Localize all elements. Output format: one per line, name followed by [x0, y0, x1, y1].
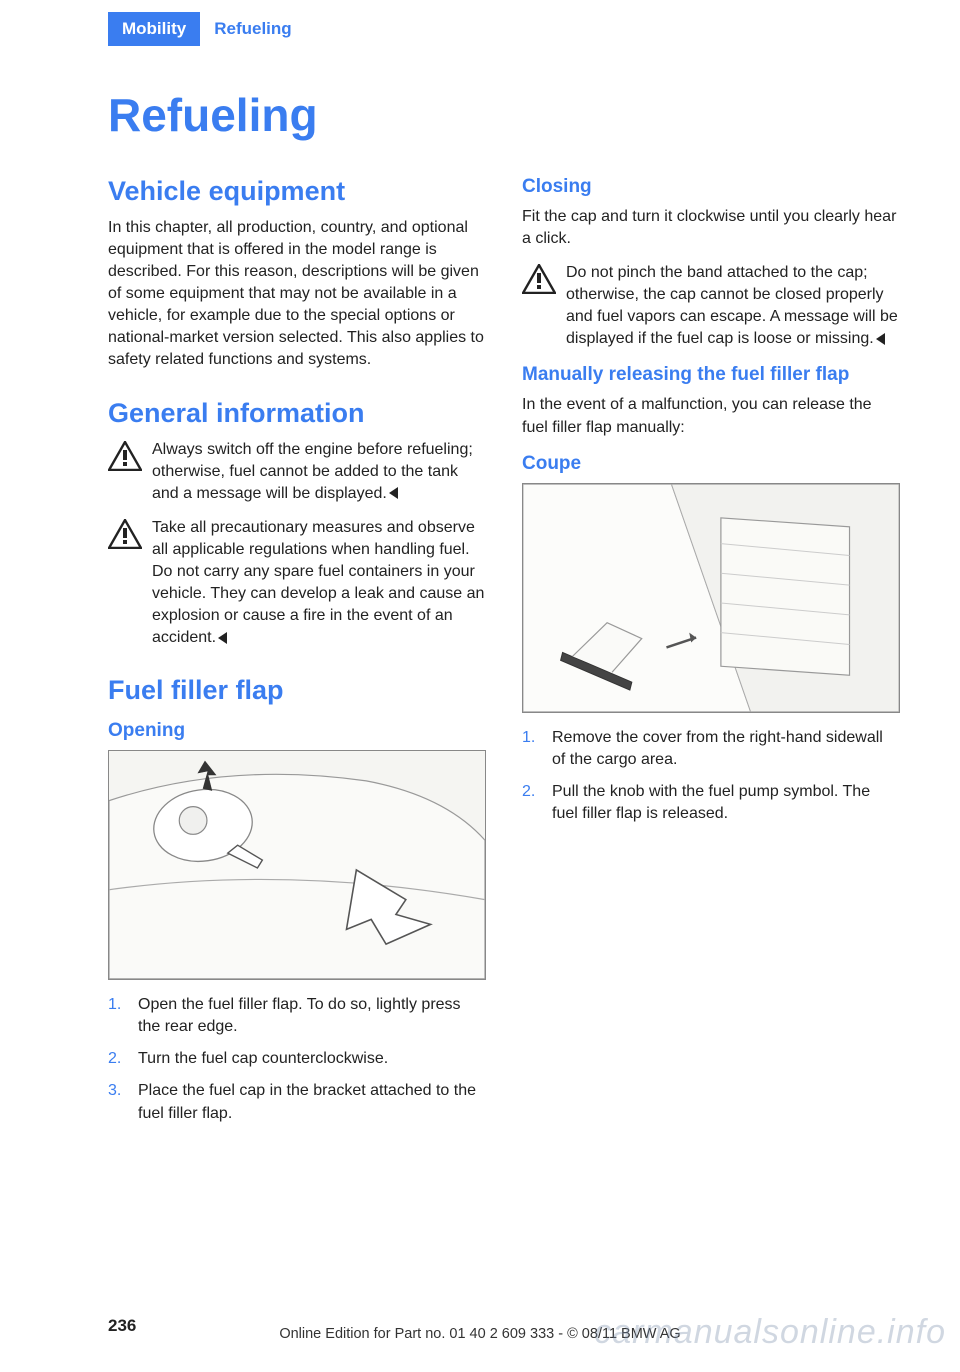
- text-manual-release: In the event of a malfunction, you can r…: [522, 394, 900, 438]
- list-number: 3.: [108, 1080, 128, 1124]
- list-item: 2. Pull the knob with the fuel pump symb…: [522, 781, 900, 825]
- list-item: 3. Place the fuel cap in the bracket att…: [108, 1080, 486, 1124]
- breadcrumb-mobility: Mobility: [108, 12, 200, 46]
- list-item-text: Pull the knob with the fuel pump symbol.…: [552, 781, 900, 825]
- warning-fuel-handling-text: Take all precautionary measures and obse…: [152, 517, 486, 649]
- list-item-text: Open the fuel filler flap. To do so, lig…: [138, 994, 486, 1038]
- watermark: carmanualsonline.info: [594, 1313, 946, 1352]
- list-number: 2.: [522, 781, 542, 825]
- heading-manual-release: Manually releasing the fuel filler flap: [522, 364, 900, 386]
- heading-opening: Opening: [108, 720, 486, 742]
- heading-vehicle-equipment: Vehicle equipment: [108, 176, 486, 207]
- heading-coupe: Coupe: [522, 453, 900, 475]
- header-bar: Mobility Refueling: [0, 12, 960, 46]
- warning-cap-band: Do not pinch the band attached to the ca…: [522, 262, 900, 350]
- warning-cap-band-body: Do not pinch the band attached to the ca…: [566, 264, 898, 347]
- text-vehicle-equipment: In this chapter, all production, country…: [108, 217, 486, 372]
- list-item-text: Turn the fuel cap counterclockwise.: [138, 1048, 486, 1070]
- list-item-text: Remove the cover from the right-hand sid…: [552, 727, 900, 771]
- list-number: 1.: [108, 994, 128, 1038]
- list-item: 2. Turn the fuel cap counterclockwise.: [108, 1048, 486, 1070]
- list-item-text: Place the fuel cap in the bracket attach…: [138, 1080, 486, 1124]
- warning-icon: [522, 264, 556, 350]
- figure-coupe-cargo-panel: [522, 483, 900, 713]
- end-marker-icon: [876, 333, 885, 345]
- right-column: Closing Fit the cap and turn it clockwis…: [522, 172, 900, 1135]
- end-marker-icon: [218, 632, 227, 644]
- heading-fuel-filler-flap: Fuel filler flap: [108, 675, 486, 706]
- two-column-layout: Vehicle equipment In this chapter, all p…: [108, 172, 900, 1135]
- warning-engine-off-body: Always switch off the engine before refu…: [152, 441, 473, 502]
- coupe-steps-list: 1. Remove the cover from the right-hand …: [522, 727, 900, 825]
- page-body: Refueling Vehicle equipment In this chap…: [0, 46, 960, 1135]
- text-closing: Fit the cap and turn it clockwise until …: [522, 206, 900, 250]
- warning-cap-band-text: Do not pinch the band attached to the ca…: [566, 262, 900, 350]
- warning-engine-off-text: Always switch off the engine before refu…: [152, 439, 486, 505]
- list-number: 2.: [108, 1048, 128, 1070]
- figure-opening-fuel-flap: [108, 750, 486, 980]
- warning-fuel-handling-body: Take all precautionary measures and obse…: [152, 519, 484, 646]
- warning-icon: [108, 519, 142, 649]
- list-item: 1. Remove the cover from the right-hand …: [522, 727, 900, 771]
- list-number: 1.: [522, 727, 542, 771]
- header-spacer: [0, 12, 108, 46]
- warning-engine-off: Always switch off the engine before refu…: [108, 439, 486, 505]
- warning-fuel-handling: Take all precautionary measures and obse…: [108, 517, 486, 649]
- list-item: 1. Open the fuel filler flap. To do so, …: [108, 994, 486, 1038]
- warning-icon: [108, 441, 142, 505]
- heading-general-information: General information: [108, 398, 486, 429]
- opening-steps-list: 1. Open the fuel filler flap. To do so, …: [108, 994, 486, 1124]
- left-column: Vehicle equipment In this chapter, all p…: [108, 172, 486, 1135]
- end-marker-icon: [389, 487, 398, 499]
- breadcrumb-refueling: Refueling: [200, 12, 305, 46]
- heading-closing: Closing: [522, 176, 900, 198]
- page-title: Refueling: [108, 88, 900, 142]
